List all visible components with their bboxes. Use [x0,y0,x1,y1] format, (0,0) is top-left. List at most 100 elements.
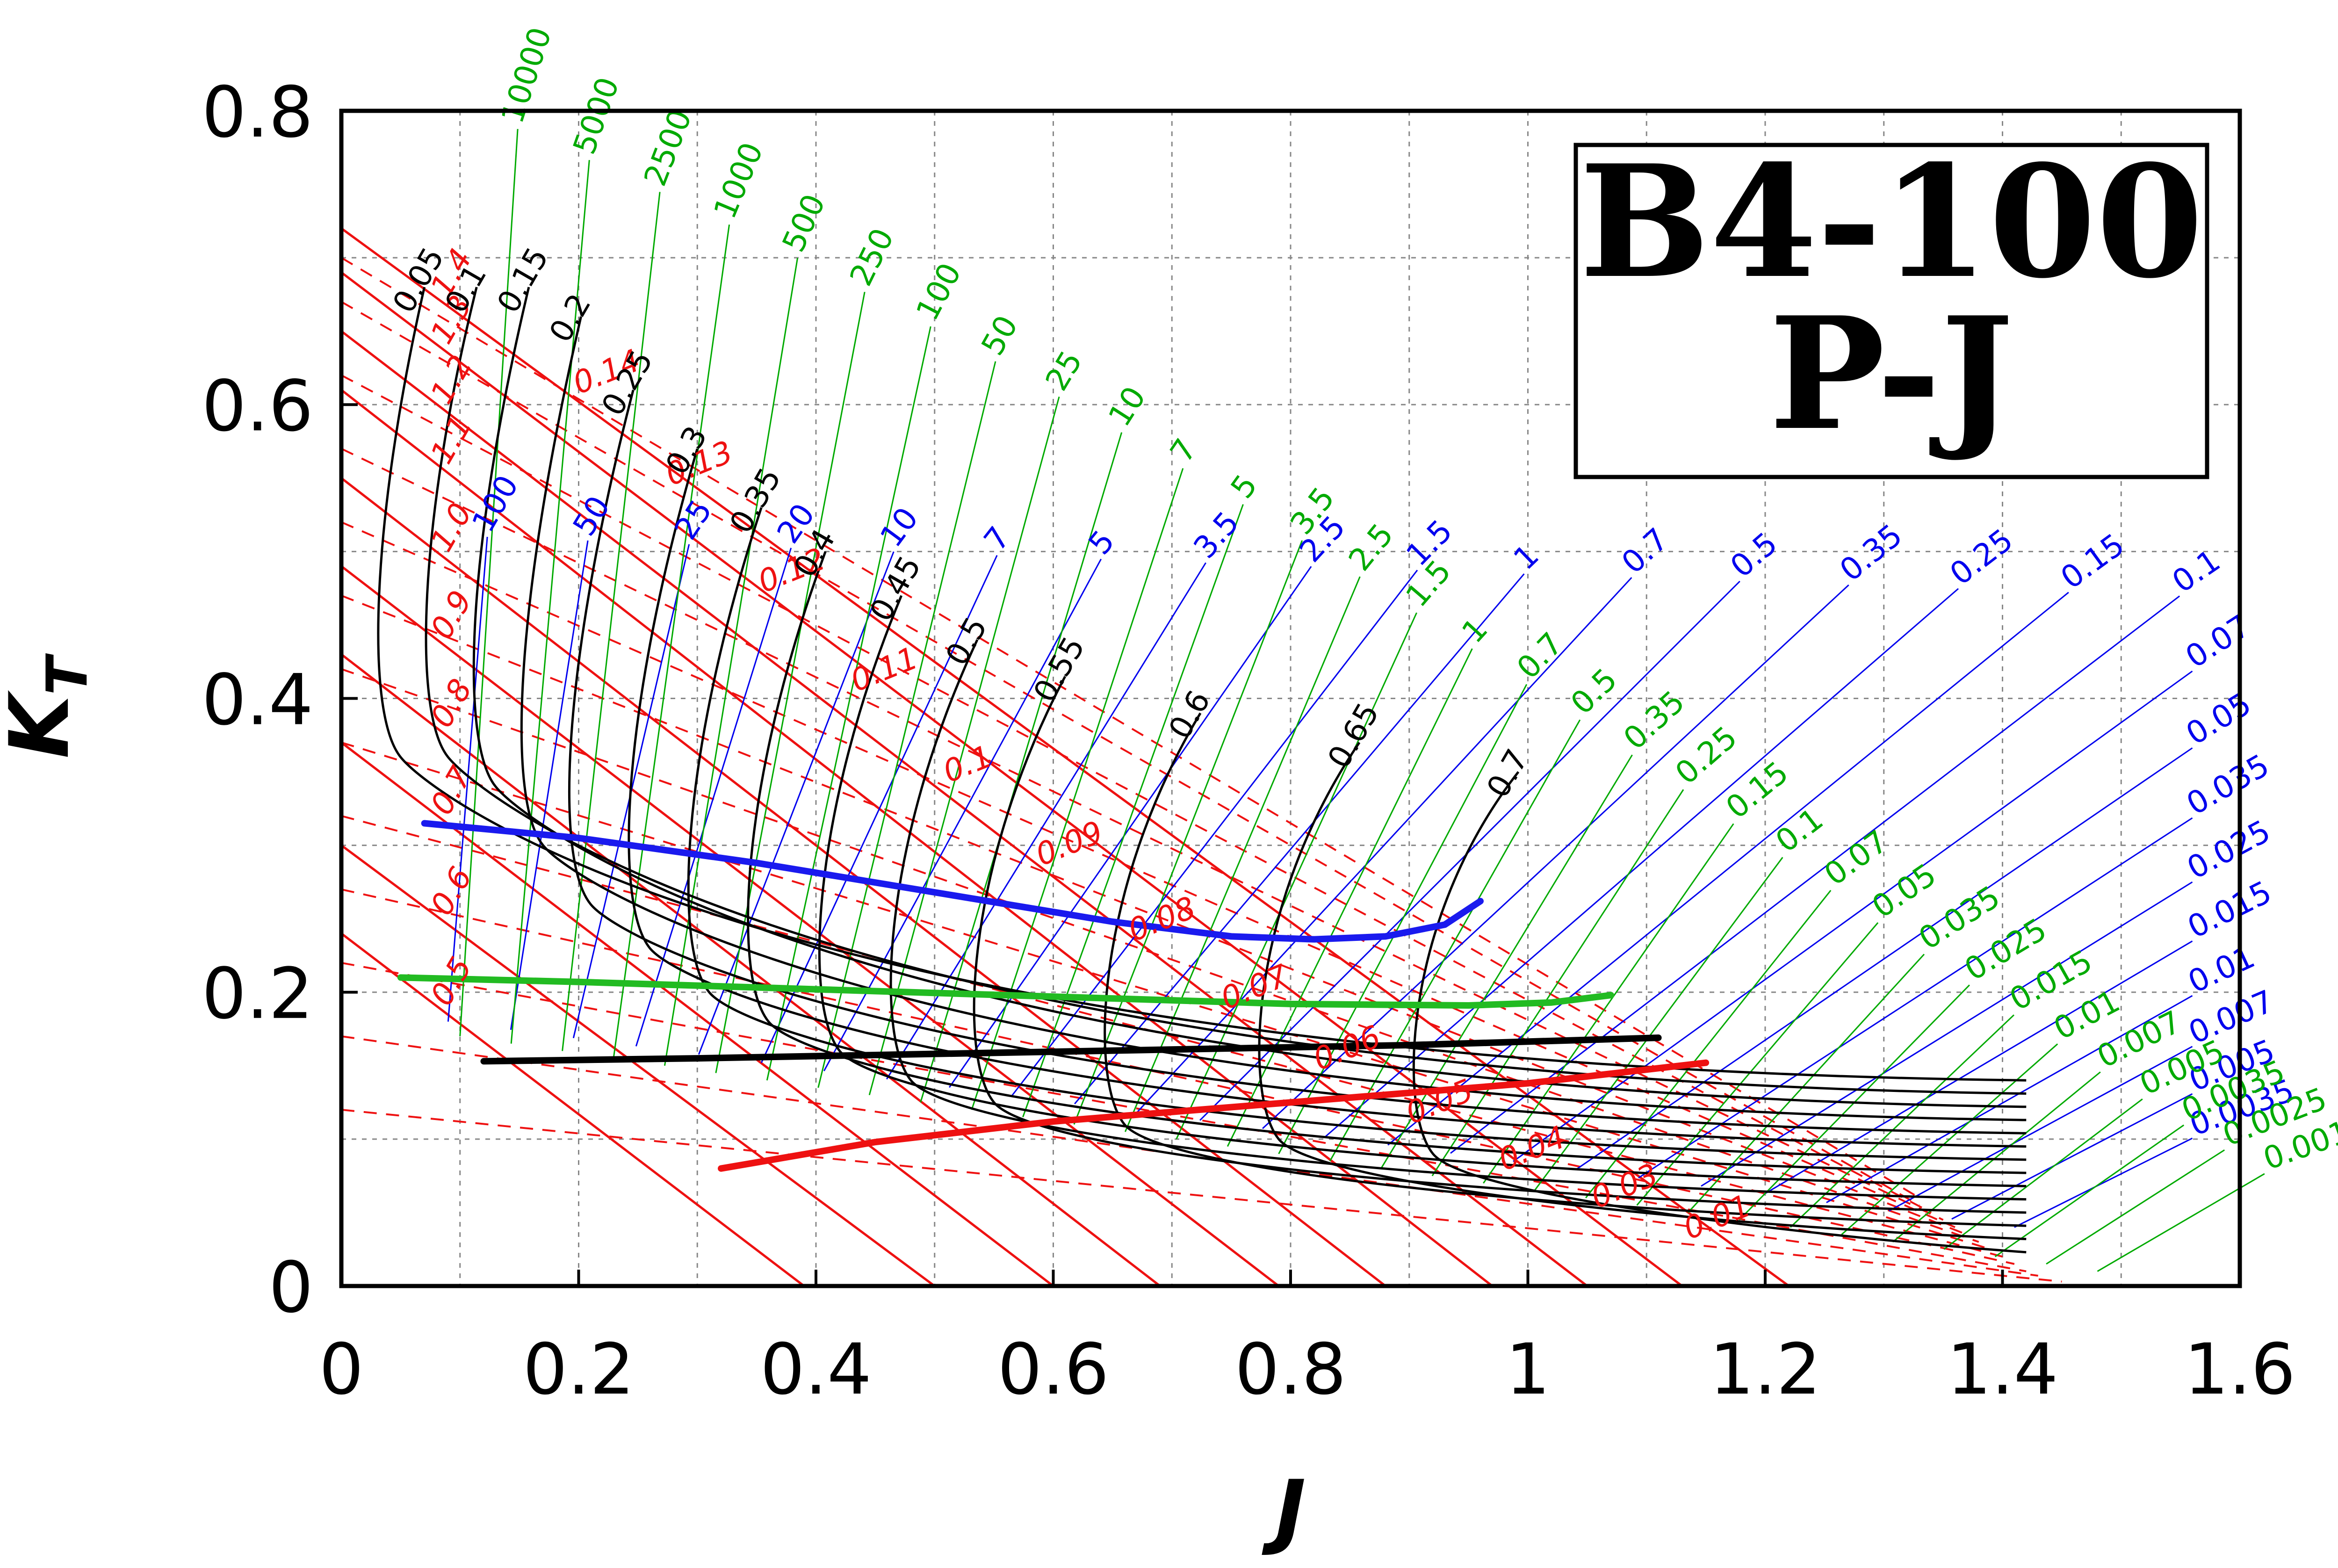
sigma-lines-group [447,536,2193,1228]
bp-label: 0.7 [1510,626,1570,686]
sigma-line-50 [510,540,589,1030]
eta-label: 0.2 [542,288,598,348]
sigma-line-20 [635,548,792,1047]
sigma-label: 1 [1507,537,1546,577]
bp-line-500 [664,258,799,1066]
sigma-line-1.5 [1011,570,1418,1096]
sigma-label: 10 [873,501,925,554]
kt-dashed-label: 0.06 [1308,1019,1385,1077]
sigma-line-7 [760,555,998,1063]
eta-contour-0.7 [1412,771,2027,1254]
x-tick-label: 0.6 [997,1329,1109,1410]
bp-line-3.5 [1073,540,1303,1125]
bp-line-5 [1022,504,1244,1118]
bp-label: 0.5 [1564,661,1624,721]
eta-label: 0.6 [1162,685,1217,745]
sigma-line-0.025 [1701,881,2193,1187]
kt-dashed-line-0.06 [341,815,2003,1258]
x-tick-label: 1.2 [1710,1329,1821,1410]
x-tick-label: 0.2 [523,1329,635,1410]
sigma-label: 0.7 [1615,521,1675,581]
bp-line-0.01 [1841,1043,2058,1236]
y-axis-title-main: K [0,690,87,759]
bp-label: 5 [1224,468,1264,505]
bp-label: 0.1 [1769,801,1830,860]
bp-label: 1.5 [1399,553,1458,614]
sigma-line-0.35 [1262,584,1849,1129]
series-curve-0 [421,820,1484,943]
kt-line-1.3 [340,271,1683,1287]
y-tick-label: 0.8 [202,72,313,153]
bp-label: 2.5 [1342,517,1400,578]
sigma-label: 0.25 [1943,522,2020,593]
bp-line-0.0025 [2046,1149,2225,1265]
sigma-label: 0.025 [2181,813,2276,887]
bp-line-0.007 [1892,1071,2101,1243]
bp-label: 5000 [566,73,626,159]
sigma-line-1 [1074,573,1525,1105]
y-axis-title: KT [0,653,100,759]
bp-line-2500 [562,192,661,1051]
kt-line-0.7 [340,741,1054,1287]
eta-label: 0.15 [490,241,556,319]
series-curve-2 [480,1034,1662,1065]
bp-line-100 [766,326,931,1081]
eta-contour-0.5 [889,639,2027,1201]
sigma-label: 0.015 [2182,874,2277,946]
title-box: B4-100 P-J [1573,131,2209,479]
bp-line-0.0035 [1994,1124,2185,1257]
sigma-line-5 [823,558,1102,1071]
x-axis-title: J [1261,1463,1306,1558]
bp-line-0.25 [1431,789,1684,1177]
bp-line-0.5 [1329,719,1581,1162]
bp-line-0.1 [1534,857,1783,1191]
series-curves-group [397,820,1710,1172]
bp-line-50 [817,361,996,1088]
bp-line-5000 [510,160,590,1044]
bp-label: 10 [1101,380,1153,433]
kt-line-0.9 [340,565,1280,1287]
sigma-line-10 [698,551,895,1055]
kt-dashed-label: 0.11 [845,640,923,699]
bp-line-10000 [459,129,519,1037]
kt-dashed-line-0.12 [341,374,1932,1214]
bp-label: 1000 [707,137,770,224]
eta-contour-0.65 [1258,742,2027,1240]
kt-dashed-line-0.13 [341,301,1920,1206]
sigma-label: 25 [668,493,719,546]
kt-dashed-label: 0.01 [1679,1187,1756,1246]
kt-dashed-label: 0.1 [938,738,997,790]
x-tick-label: 0.8 [1235,1329,1347,1410]
series-curve-1 [397,974,1615,1009]
bp-line-0.15 [1483,823,1734,1184]
x-tick-label: 1.4 [1947,1329,2058,1410]
sigma-line-0.15 [1387,592,2069,1146]
bp-label: 0.25 [1668,719,1744,791]
sigma-label: 0.05 [2180,686,2258,752]
bp-label: 100 [909,257,968,326]
bp-label: 50 [974,310,1025,361]
eta-contour-0.35 [687,507,2027,1161]
eta-contour-0.45 [818,595,2027,1187]
bp-line-7 [971,468,1184,1110]
sigma-label: 0.07 [2179,607,2256,675]
bp-line-0.0015 [2097,1173,2265,1272]
kt-dashed-line-0.14 [340,257,1920,1199]
kt-line-1.2 [340,330,1588,1287]
title-line-2: P-J [1769,283,2013,464]
kt-dashed-line-0.01 [341,1109,2062,1283]
sigma-label: 0.5 [1724,525,1784,585]
sigma-line-0.035 [1638,817,2193,1179]
series-curve-3 [718,1059,1710,1172]
bp-line-2.5 [1124,576,1361,1132]
sigma-line-0.5 [1199,580,1740,1121]
kt-dashed-line-0.08 [341,668,1979,1243]
title-box-frame [1573,143,2209,479]
eta-contour-0.6 [1104,712,2027,1227]
x-tick-label: 1 [1506,1329,1550,1410]
bp-label: 250 [843,223,901,291]
bp-label: 0.07 [1818,823,1894,893]
y-tick-label: 0.2 [202,954,313,1035]
bp-line-0.015 [1790,1014,2014,1228]
bp-line-0.07 [1585,889,1832,1199]
